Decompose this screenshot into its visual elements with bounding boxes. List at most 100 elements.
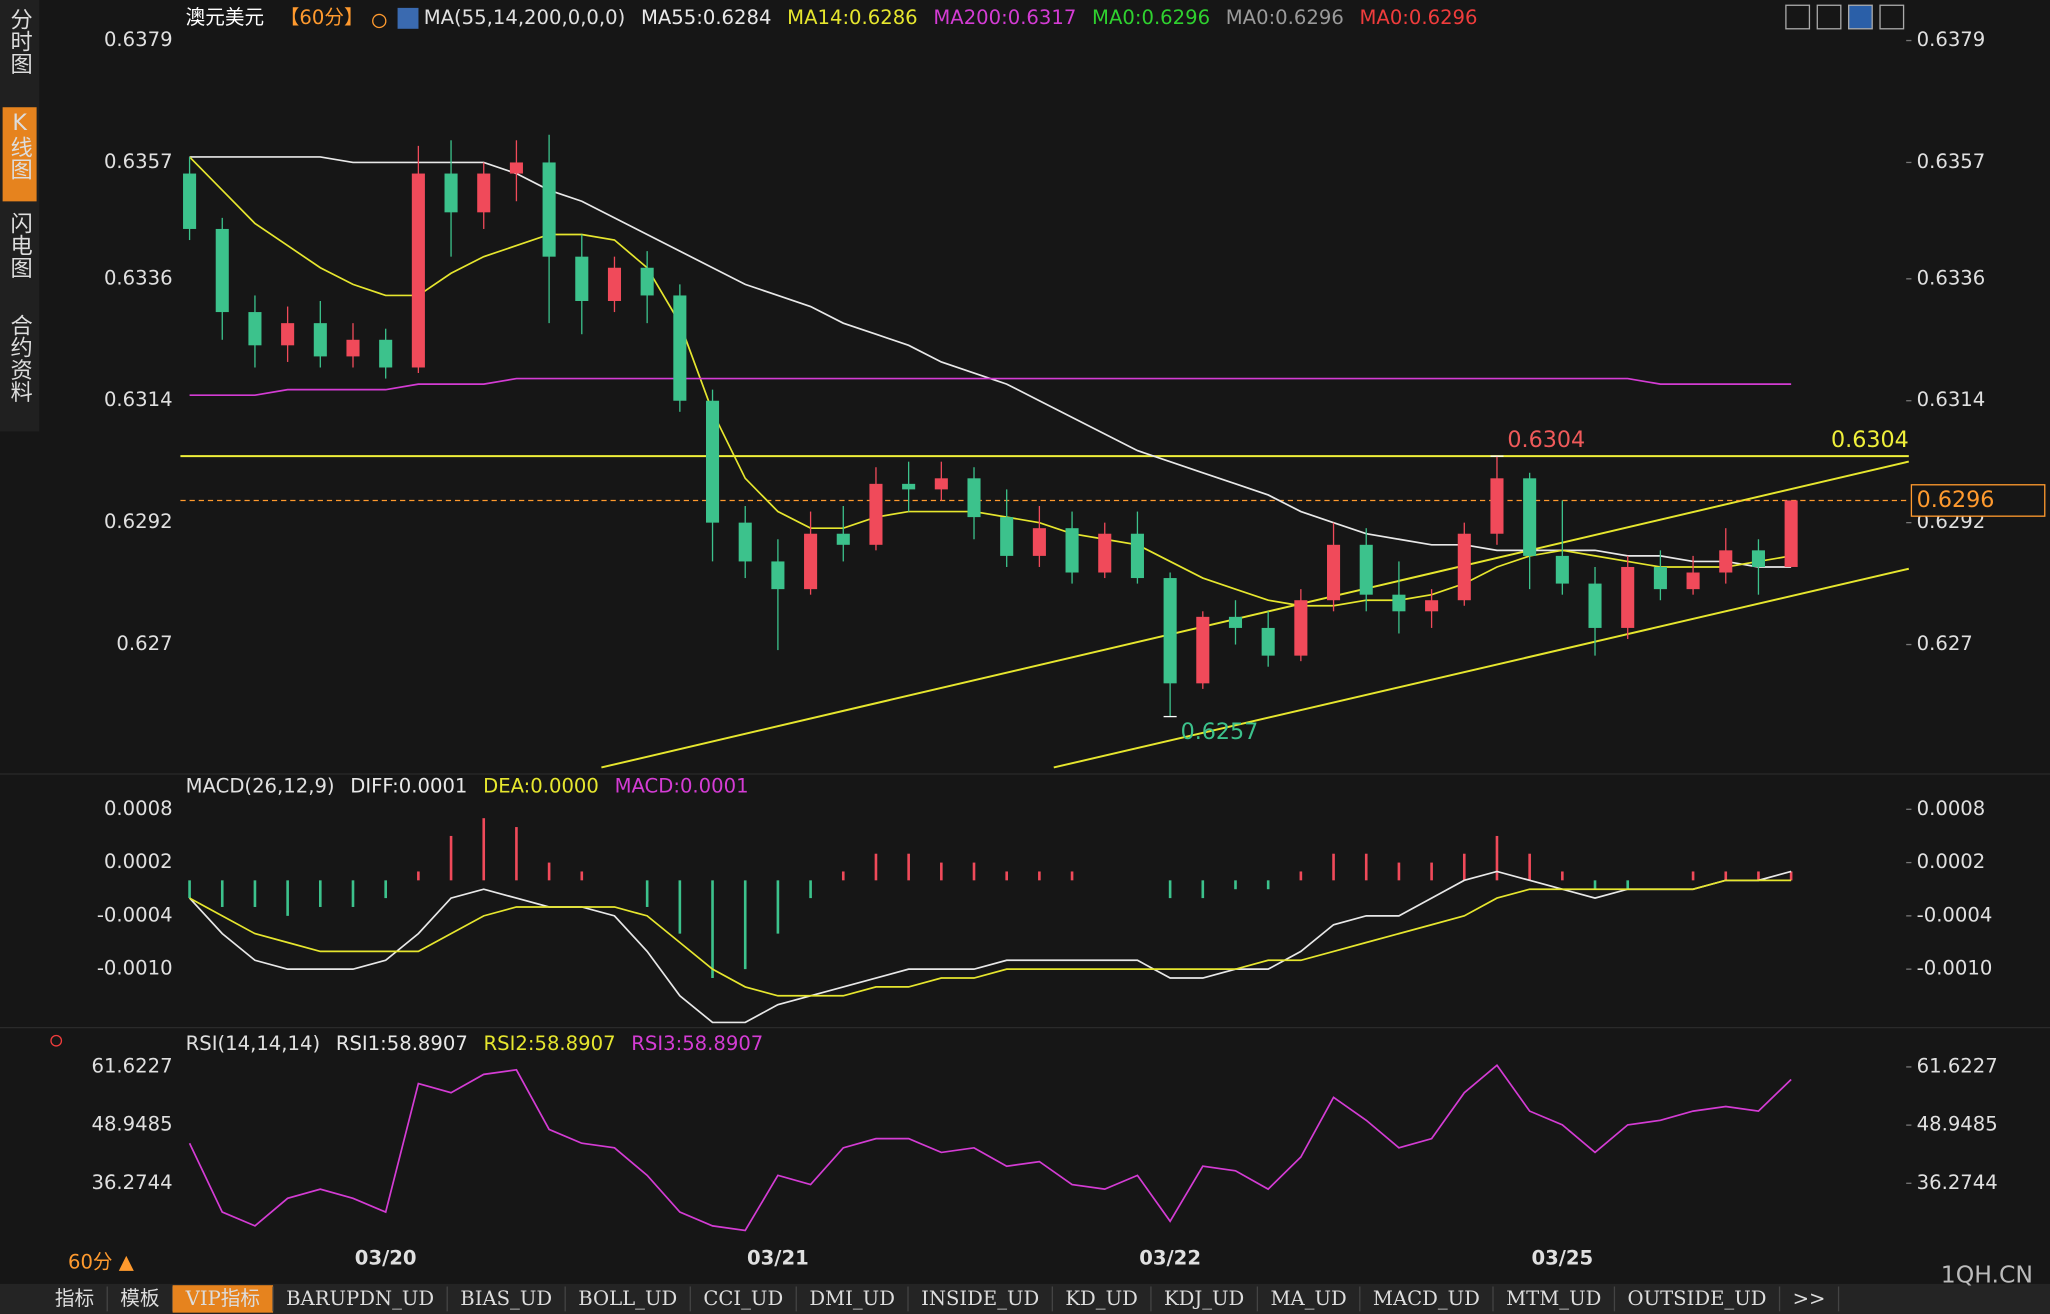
y-tick-label: 0.0002 bbox=[1917, 850, 1986, 873]
legend-entry: RSI2:58.8907 bbox=[484, 1032, 616, 1055]
candle-body bbox=[902, 483, 916, 490]
candle-body bbox=[1588, 583, 1602, 628]
bottom-tab[interactable]: CCI_UD bbox=[703, 1287, 783, 1310]
legend-entry: MA0:0.6296 bbox=[1359, 6, 1477, 29]
candle-body bbox=[542, 162, 556, 257]
bottom-tab[interactable]: MA_UD bbox=[1270, 1287, 1346, 1310]
side-tab[interactable]: K线图 bbox=[7, 110, 33, 181]
bottom-tab[interactable]: MTM_UD bbox=[1506, 1287, 1601, 1310]
bottom-tab[interactable]: >> bbox=[1793, 1287, 1826, 1310]
side-bar bbox=[0, 0, 40, 432]
candle-body bbox=[934, 478, 948, 490]
icon[interactable] bbox=[1785, 4, 1811, 30]
y-tick-label: 36.2744 bbox=[1917, 1171, 1998, 1194]
y-tick-label: 0.6292 bbox=[104, 510, 173, 533]
candle-body bbox=[1228, 616, 1243, 628]
candle-body bbox=[1065, 528, 1079, 573]
legend-entry: DEA:0.0000 bbox=[483, 775, 599, 798]
line bbox=[188, 870, 1792, 1024]
bottom-tab[interactable]: DMI_UD bbox=[809, 1287, 895, 1310]
y-tick-label: 0.6336 bbox=[104, 266, 173, 289]
y-tick-label: -0.0010 bbox=[1917, 957, 1993, 980]
candle-body bbox=[1392, 594, 1406, 612]
candle-body bbox=[281, 323, 295, 346]
line bbox=[188, 156, 1792, 607]
bottom-tab[interactable]: MACD_UD bbox=[1373, 1287, 1480, 1310]
y-tick-label: 0.0008 bbox=[104, 797, 173, 820]
side-tab[interactable]: 合约资料 bbox=[7, 313, 33, 403]
candle-body bbox=[575, 256, 589, 301]
candle-body bbox=[1719, 550, 1733, 573]
period-button[interactable]: 60分 ▲ bbox=[68, 1250, 135, 1273]
bottom-tab[interactable]: OUTSIDE_UD bbox=[1628, 1287, 1767, 1310]
trend-line bbox=[1053, 567, 1910, 769]
y-tick-label: 0.6314 bbox=[1917, 388, 1986, 411]
legend-entry: MA0:0.6296 bbox=[1092, 6, 1210, 29]
x-tick-label: 03/22 bbox=[1139, 1247, 1201, 1270]
candle-body bbox=[836, 533, 850, 545]
icon[interactable] bbox=[1879, 4, 1905, 30]
indicator-label: RSI(14,14,14) bbox=[186, 1032, 320, 1055]
y-tick-label: 48.9485 bbox=[91, 1113, 172, 1136]
candle-body bbox=[1425, 600, 1439, 612]
candle-body bbox=[1261, 627, 1275, 656]
legend-entry: MA0:0.6296 bbox=[1226, 6, 1344, 29]
bottom-tab[interactable]: KD_UD bbox=[1065, 1287, 1137, 1310]
side-tab[interactable]: 分时图 bbox=[7, 7, 33, 74]
y-tick-label: 36.2744 bbox=[91, 1171, 172, 1194]
legend-entry: DIFF:0.0001 bbox=[350, 775, 467, 798]
resistance-label: 0.6304 bbox=[1831, 427, 1909, 453]
settings-icon[interactable] bbox=[372, 13, 387, 29]
x-tick-label: 03/21 bbox=[747, 1247, 809, 1270]
candle-body bbox=[1490, 478, 1504, 534]
candle-body bbox=[1751, 550, 1765, 567]
candle-body bbox=[1196, 616, 1210, 684]
candle-body bbox=[215, 228, 229, 313]
legend-entry: MA55:0.6284 bbox=[641, 6, 772, 29]
y-tick-label: 0.6314 bbox=[104, 388, 173, 411]
candle-body bbox=[477, 173, 491, 213]
y-tick-label: 0.6336 bbox=[1917, 266, 1986, 289]
candle-body bbox=[1555, 555, 1569, 584]
y-tick-label: -0.0004 bbox=[97, 903, 173, 926]
candle-body bbox=[1523, 478, 1537, 556]
candle-body bbox=[771, 561, 785, 590]
legend-entry: RSI3:58.8907 bbox=[631, 1032, 763, 1055]
candle-body bbox=[1000, 517, 1014, 556]
y-tick-label: -0.0004 bbox=[1917, 903, 1993, 926]
bottom-tab[interactable]: INSIDE_UD bbox=[921, 1287, 1039, 1310]
candle-body bbox=[607, 267, 622, 301]
bottom-tab[interactable]: VIP指标 bbox=[185, 1287, 260, 1310]
y-tick-label: 61.6227 bbox=[1917, 1054, 1998, 1077]
y-tick-label: -0.0010 bbox=[97, 957, 173, 980]
side-tab[interactable]: 闪电图 bbox=[7, 211, 33, 278]
candle-body bbox=[1457, 533, 1471, 601]
candle-body bbox=[1163, 578, 1177, 684]
y-tick-label: 61.6227 bbox=[91, 1054, 172, 1077]
bottom-tab[interactable]: 模板 bbox=[120, 1287, 159, 1310]
candle-body bbox=[346, 339, 360, 357]
candle-body bbox=[1653, 566, 1667, 590]
indicator-icon[interactable] bbox=[397, 7, 419, 29]
bottom-tab[interactable]: 指标 bbox=[55, 1287, 94, 1310]
candle-body bbox=[411, 173, 425, 368]
icon[interactable] bbox=[1816, 4, 1842, 30]
candle-body bbox=[804, 533, 818, 590]
bottom-tab[interactable]: BIAS_UD bbox=[460, 1287, 552, 1310]
bottom-tab[interactable]: KDJ_UD bbox=[1164, 1287, 1244, 1310]
candle-body bbox=[444, 173, 458, 213]
y-tick-label: 0.6379 bbox=[1917, 28, 1986, 51]
candle-body bbox=[1032, 528, 1046, 556]
candle-body bbox=[1359, 544, 1373, 595]
icon[interactable] bbox=[1848, 4, 1873, 30]
bottom-tab[interactable]: BARUPDN_UD bbox=[286, 1287, 434, 1310]
candle-body bbox=[869, 483, 883, 545]
y-tick-label: 48.9485 bbox=[1917, 1113, 1998, 1136]
candle-body bbox=[1294, 600, 1308, 656]
period: 【60分】 bbox=[280, 6, 364, 29]
bottom-tab[interactable]: BOLL_UD bbox=[578, 1287, 677, 1310]
toolbar-icons[interactable] bbox=[1785, 4, 1905, 30]
candle-body bbox=[379, 339, 393, 368]
candle-body bbox=[967, 478, 981, 518]
legend-entry: MACD:0.0001 bbox=[615, 775, 749, 798]
